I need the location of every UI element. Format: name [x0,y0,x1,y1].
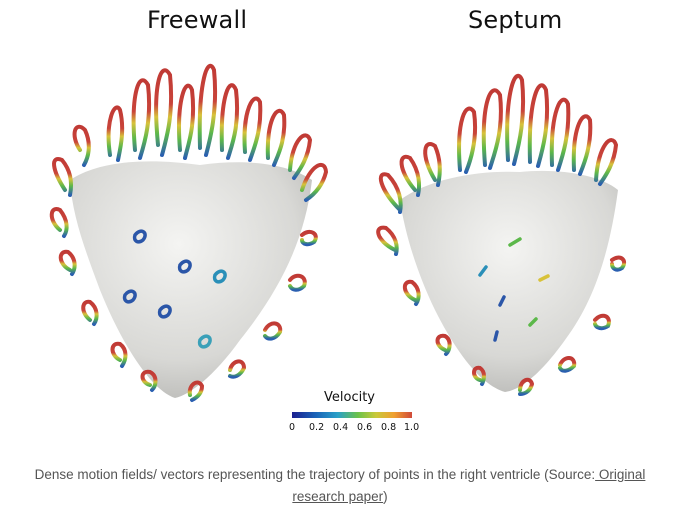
figure-caption: Dense motion fields/ vectors representin… [10,464,670,508]
freewall-ventricle-render [49,63,329,402]
freewall-surface-loops [122,229,227,349]
legend-title: Velocity [324,390,375,405]
legend-tick-label: 0.6 [357,422,373,433]
velocity-colorbar [292,412,412,418]
septum-surface-marks [478,237,550,342]
caption-text: Dense motion fields/ vectors representin… [34,467,596,482]
source-link[interactable]: Original research paper [292,467,646,504]
legend-ticks: 0 0.2 0.4 0.6 0.8 1.0 [285,422,425,434]
motion-field-figure: Freewall Septum [49,6,627,434]
legend-tick-label: 1.0 [404,422,420,433]
legend-tick-label: 0.2 [309,422,325,433]
septum-ventricle-render [376,73,627,396]
legend-tick-label: 0.8 [381,422,397,433]
panel-title-septum: Septum [468,6,563,34]
septum-surface [400,170,618,392]
septum-trajectories [376,73,627,396]
caption-suffix: ) [383,489,388,504]
legend-tick-label: 0.4 [333,422,349,433]
freewall-trajectories [49,63,329,402]
panel-title-freewall: Freewall [147,6,248,34]
legend-tick-label: 0 [289,422,296,433]
freewall-surface [70,161,312,398]
